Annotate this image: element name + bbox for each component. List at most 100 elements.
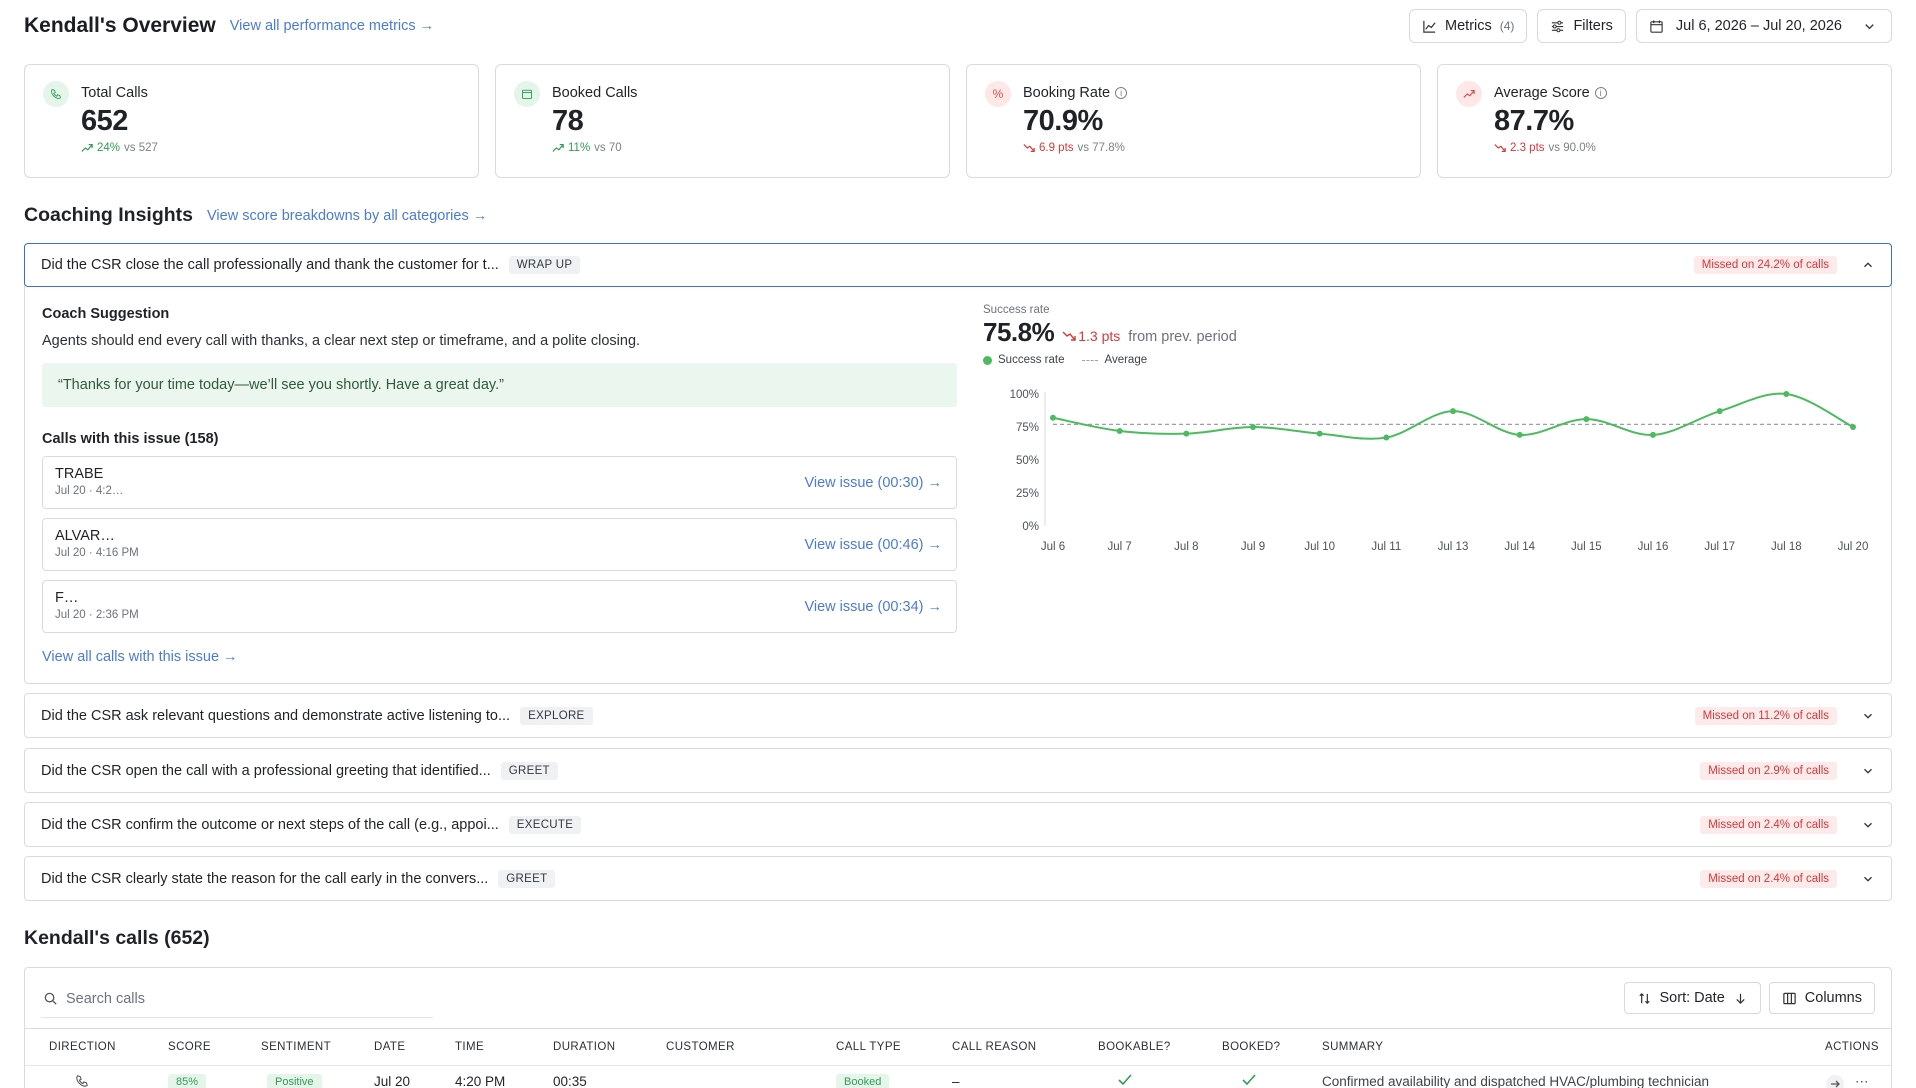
date-range-label: Jul 6, 2026 – Jul 20, 2026 — [1675, 18, 1842, 34]
accordion-header[interactable]: Did the CSR close the call professionall… — [24, 243, 1892, 287]
coaching-item[interactable]: Did the CSR clearly state the reason for… — [24, 856, 1892, 901]
trend-up-icon — [552, 143, 564, 152]
x-tick-label: Jul 13 — [1438, 541, 1469, 553]
call-time: Jul 20 · 4:16 PM — [55, 547, 139, 559]
column-header[interactable]: DURATION — [553, 1041, 616, 1053]
y-tick-label: 75% — [1016, 422, 1039, 434]
view-issue-link[interactable]: View issue (00:30) → — [804, 475, 942, 491]
category-tag: GREET — [498, 869, 556, 888]
kpi-booked-calls[interactable]: Booked Calls 78 11% vs 70 — [495, 64, 950, 178]
coaching-item[interactable]: Did the CSR open the call with a profess… — [24, 748, 1892, 793]
trend-down-icon — [1494, 144, 1506, 153]
data-point — [1183, 430, 1190, 437]
issue-call-card[interactable]: ALVAR… Jul 20 · 4:16 PM View issue (00:4… — [42, 518, 957, 571]
kpi-value: 652 — [81, 105, 128, 137]
columns-label: Columns — [1804, 990, 1862, 1006]
column-header[interactable]: SCORE — [168, 1041, 211, 1053]
issue-call-card[interactable]: TRABE Jul 20 · 4:2… View issue (00:30) → — [42, 456, 957, 509]
kpi-total-calls[interactable]: Total Calls 652 24% vs 527 — [24, 64, 479, 178]
legend-success-label: Success rate — [998, 354, 1065, 366]
success-rate-from: from prev. period — [1128, 329, 1237, 345]
issue-call-card[interactable]: F… Jul 20 · 2:36 PM View issue (00:34) → — [42, 580, 957, 633]
page-title: Kendall's Overview — [24, 14, 216, 37]
data-point — [1650, 431, 1656, 438]
metrics-count: (4) — [1499, 19, 1515, 33]
missed-badge: Missed on 2.4% of calls — [1700, 815, 1837, 834]
calendar-icon — [1650, 19, 1663, 33]
column-header[interactable]: CALL REASON — [952, 1041, 1037, 1053]
view-all-calls-link[interactable]: View all calls with this issue → — [42, 649, 238, 665]
category-tag: WRAP UP — [508, 256, 581, 274]
calls-table: Sort: Date Columns DIRECTION SCORE SENTI… — [24, 967, 1892, 1088]
sliders-icon — [1552, 20, 1564, 32]
x-tick-label: Jul 10 — [1304, 541, 1335, 553]
kpi-vs: vs 527 — [124, 142, 158, 154]
kpi-average-score[interactable]: Average Score i 87.7% 2.3 pts vs 90.0% — [1437, 64, 1892, 178]
table-row[interactable]: 85% Positive Jul 20 4:20 PM 00:35 Booked… — [25, 1066, 1891, 1088]
chevron-down-icon[interactable] — [1861, 709, 1875, 723]
x-tick-label: Jul 16 — [1638, 541, 1669, 553]
sort-button[interactable]: Sort: Date — [1623, 982, 1761, 1014]
chart-legend: Success rate Average — [983, 354, 1873, 366]
x-tick-label: Jul 20 — [1838, 541, 1869, 553]
category-tag: GREET — [500, 761, 558, 780]
y-tick-label: 0% — [1022, 521, 1039, 533]
view-all-metrics-link[interactable]: View all performance metrics → — [229, 18, 435, 34]
chevron-down-icon[interactable] — [1861, 872, 1875, 886]
column-header[interactable]: SUMMARY — [1322, 1041, 1384, 1053]
row-open-icon[interactable] — [1825, 1074, 1845, 1088]
column-header[interactable]: CALL TYPE — [836, 1041, 901, 1053]
kpi-label: Total Calls — [81, 85, 148, 101]
question-text: Did the CSR ask relevant questions and d… — [41, 707, 511, 724]
section-title: Coaching Insights — [24, 204, 194, 226]
kpi-delta: 11% — [568, 142, 591, 154]
view-issue-link[interactable]: View issue (00:34) → — [804, 599, 942, 615]
question-text: Did the CSR clearly state the reason for… — [41, 870, 489, 887]
search-input[interactable] — [66, 990, 406, 1007]
chevron-down-icon[interactable] — [1861, 764, 1875, 778]
chart-icon — [1423, 20, 1436, 33]
success-rate-chart: Success rate 75.8% 1.3 pts from prev. pe… — [983, 304, 1873, 604]
coaching-item[interactable]: Did the CSR confirm the outcome or next … — [24, 802, 1892, 847]
x-tick-label: Jul 14 — [1504, 541, 1535, 553]
column-header[interactable]: TIME — [455, 1041, 485, 1053]
coach-suggestion-text: Agents should end every call with thanks… — [42, 333, 641, 349]
chevron-down-icon[interactable] — [1861, 818, 1875, 832]
sort-icon — [1638, 992, 1650, 1004]
kpi-value: 70.9% — [1023, 105, 1103, 137]
coach-suggestion-title: Coach Suggestion — [42, 306, 170, 322]
columns-button[interactable]: Columns — [1768, 982, 1875, 1014]
data-point — [1316, 430, 1323, 437]
quote-text: “Thanks for your time today—we’ll see yo… — [58, 377, 504, 393]
info-icon[interactable]: i — [1115, 87, 1128, 99]
success-rate-delta: 1.3 pts — [1078, 328, 1121, 344]
kpi-delta: 24% — [97, 142, 121, 154]
chevron-up-icon[interactable] — [1861, 258, 1875, 272]
series-success-line — [1052, 392, 1854, 440]
call-customer-name: F… — [55, 590, 79, 606]
column-header[interactable]: BOOKABLE? — [1098, 1041, 1171, 1053]
kpi-cards: Total Calls 652 24% vs 527 Booked Calls 7… — [24, 64, 1892, 178]
kpi-value: 78 — [552, 105, 584, 137]
kpi-booking-rate[interactable]: % Booking Rate i 70.9% 6.9 pts vs 77.8% — [966, 64, 1421, 178]
section-title: Kendall's calls (652) — [24, 927, 210, 949]
more-icon[interactable]: ⋯ — [1855, 1074, 1869, 1088]
search-icon — [44, 992, 57, 1005]
info-icon[interactable]: i — [1594, 87, 1607, 99]
column-header[interactable]: CUSTOMER — [666, 1041, 735, 1053]
column-header[interactable]: SENTIMENT — [261, 1041, 332, 1053]
date-range-picker[interactable]: Jul 6, 2026 – Jul 20, 2026 — [1635, 9, 1892, 43]
view-score-breakdowns-link[interactable]: View score breakdowns by all categories … — [207, 207, 488, 224]
column-header[interactable]: DIRECTION — [49, 1041, 116, 1053]
coaching-item[interactable]: Did the CSR ask relevant questions and d… — [24, 693, 1892, 738]
booked-check-icon — [1242, 1074, 1256, 1088]
call-date: Jul 20 — [374, 1074, 411, 1088]
filters-button[interactable]: Filters — [1537, 9, 1626, 43]
column-header[interactable]: BOOKED? — [1222, 1041, 1281, 1053]
data-point — [1250, 424, 1256, 430]
view-issue-link[interactable]: View issue (00:46) → — [804, 537, 942, 553]
metrics-button[interactable]: Metrics (4) — [1409, 9, 1528, 43]
column-header[interactable]: DATE — [374, 1041, 406, 1053]
call-customer-name: ALVAR… — [55, 528, 115, 544]
x-tick-label: Jul 6 — [1041, 541, 1065, 553]
